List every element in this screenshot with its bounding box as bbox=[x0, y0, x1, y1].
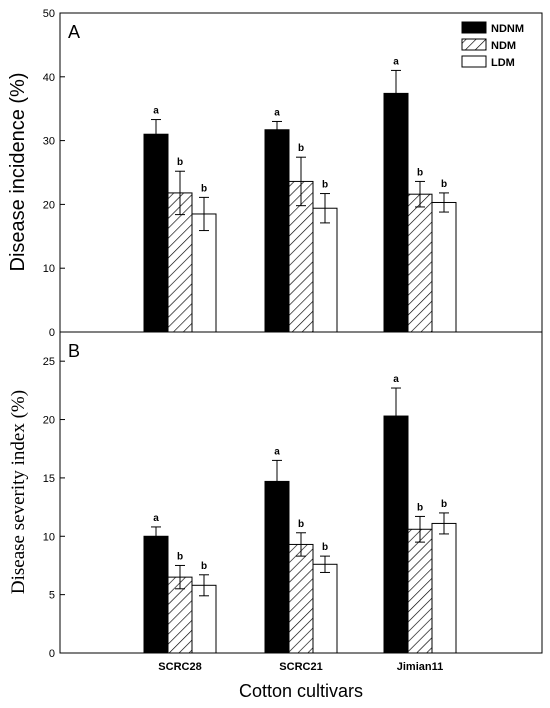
y-tick-label-a: 40 bbox=[43, 72, 55, 84]
significance-letter: a bbox=[274, 446, 280, 457]
bar-ndm-scrc21 bbox=[288, 543, 314, 654]
bar-ndm-scrc28 bbox=[167, 192, 193, 333]
x-tick-label: SCRC21 bbox=[279, 661, 322, 673]
bar-ndnm-scrc21 bbox=[264, 480, 290, 654]
bar-ndm-scrc21 bbox=[288, 180, 314, 333]
y-tick-label-b: 20 bbox=[43, 415, 55, 427]
y-tick-label-a: 10 bbox=[43, 263, 55, 275]
significance-letter: b bbox=[417, 167, 423, 178]
significance-letter: b bbox=[201, 183, 207, 194]
panel-label-a: A bbox=[68, 22, 80, 42]
legend-swatch-ldm bbox=[461, 55, 487, 68]
significance-letter: b bbox=[322, 542, 328, 553]
y-tick-label-b: 10 bbox=[43, 531, 55, 543]
significance-letter: b bbox=[201, 561, 207, 572]
significance-letter: a bbox=[153, 513, 159, 524]
bar-ndnm-scrc21 bbox=[264, 129, 290, 333]
y-tick-label-b: 5 bbox=[49, 590, 55, 602]
significance-letter: a bbox=[274, 107, 280, 118]
significance-letter: b bbox=[177, 551, 183, 562]
panel-a-plot: 0 10 20 30 40 50 a a a b b b b b b bbox=[43, 8, 457, 339]
bar-ndm-scrc28 bbox=[167, 576, 193, 654]
y-tick-label-b: 15 bbox=[43, 473, 55, 485]
bar-ldm-scrc28 bbox=[191, 213, 217, 333]
y-tick-label-b: 0 bbox=[49, 648, 55, 660]
significance-letter: b bbox=[441, 179, 447, 190]
x-axis-title: Cotton cultivars bbox=[239, 681, 363, 701]
bar-ldm-scrc21 bbox=[312, 207, 338, 333]
panel-label-b: B bbox=[68, 341, 80, 361]
bar-ldm-scrc21 bbox=[312, 563, 338, 654]
bar-ndnm-scrc28 bbox=[143, 133, 169, 333]
y-axis-title-a: Disease incidence (%) bbox=[7, 73, 29, 272]
legend-label-ldm: LDM bbox=[491, 57, 515, 69]
bar-ndnm-jimian11 bbox=[383, 92, 409, 333]
bar-ldm-scrc28 bbox=[191, 584, 217, 654]
legend-label-ndnm: NDNM bbox=[491, 23, 524, 35]
legend-swatch-ndnm bbox=[461, 21, 487, 34]
bar-ndm-jimian11 bbox=[407, 528, 433, 654]
significance-letter: a bbox=[393, 56, 399, 67]
legend-swatch-ndm bbox=[461, 38, 487, 51]
significance-letter: a bbox=[153, 106, 159, 117]
y-tick-label-a: 50 bbox=[43, 8, 55, 20]
bar-ldm-jimian11 bbox=[431, 522, 457, 654]
y-tick-label-a: 0 bbox=[49, 327, 55, 339]
significance-letter: a bbox=[393, 374, 399, 385]
significance-letter: b bbox=[298, 519, 304, 530]
y-tick-label-a: 20 bbox=[43, 199, 55, 211]
x-tick-label: Jimian11 bbox=[397, 661, 443, 673]
bar-ndnm-jimian11 bbox=[383, 415, 409, 654]
bar-ndnm-scrc28 bbox=[143, 535, 169, 654]
legend-label-ndm: NDM bbox=[491, 40, 516, 52]
y-tick-label-b: 25 bbox=[43, 356, 55, 368]
significance-letter: b bbox=[322, 180, 328, 191]
bar-ldm-jimian11 bbox=[431, 201, 457, 333]
y-axis-title-b: Disease severity index (%) bbox=[8, 390, 29, 594]
significance-letter: b bbox=[298, 143, 304, 154]
panel-b-plot: 0 5 10 15 20 25 a a a b b b b b b bbox=[43, 356, 457, 660]
x-tick-label: SCRC28 bbox=[158, 661, 201, 673]
significance-letter: b bbox=[441, 499, 447, 510]
significance-letter: b bbox=[417, 502, 423, 513]
legend: NDNM NDM LDM bbox=[461, 21, 524, 69]
y-tick-label-a: 30 bbox=[43, 136, 55, 148]
bar-ndm-jimian11 bbox=[407, 193, 433, 333]
significance-letter: b bbox=[177, 157, 183, 168]
